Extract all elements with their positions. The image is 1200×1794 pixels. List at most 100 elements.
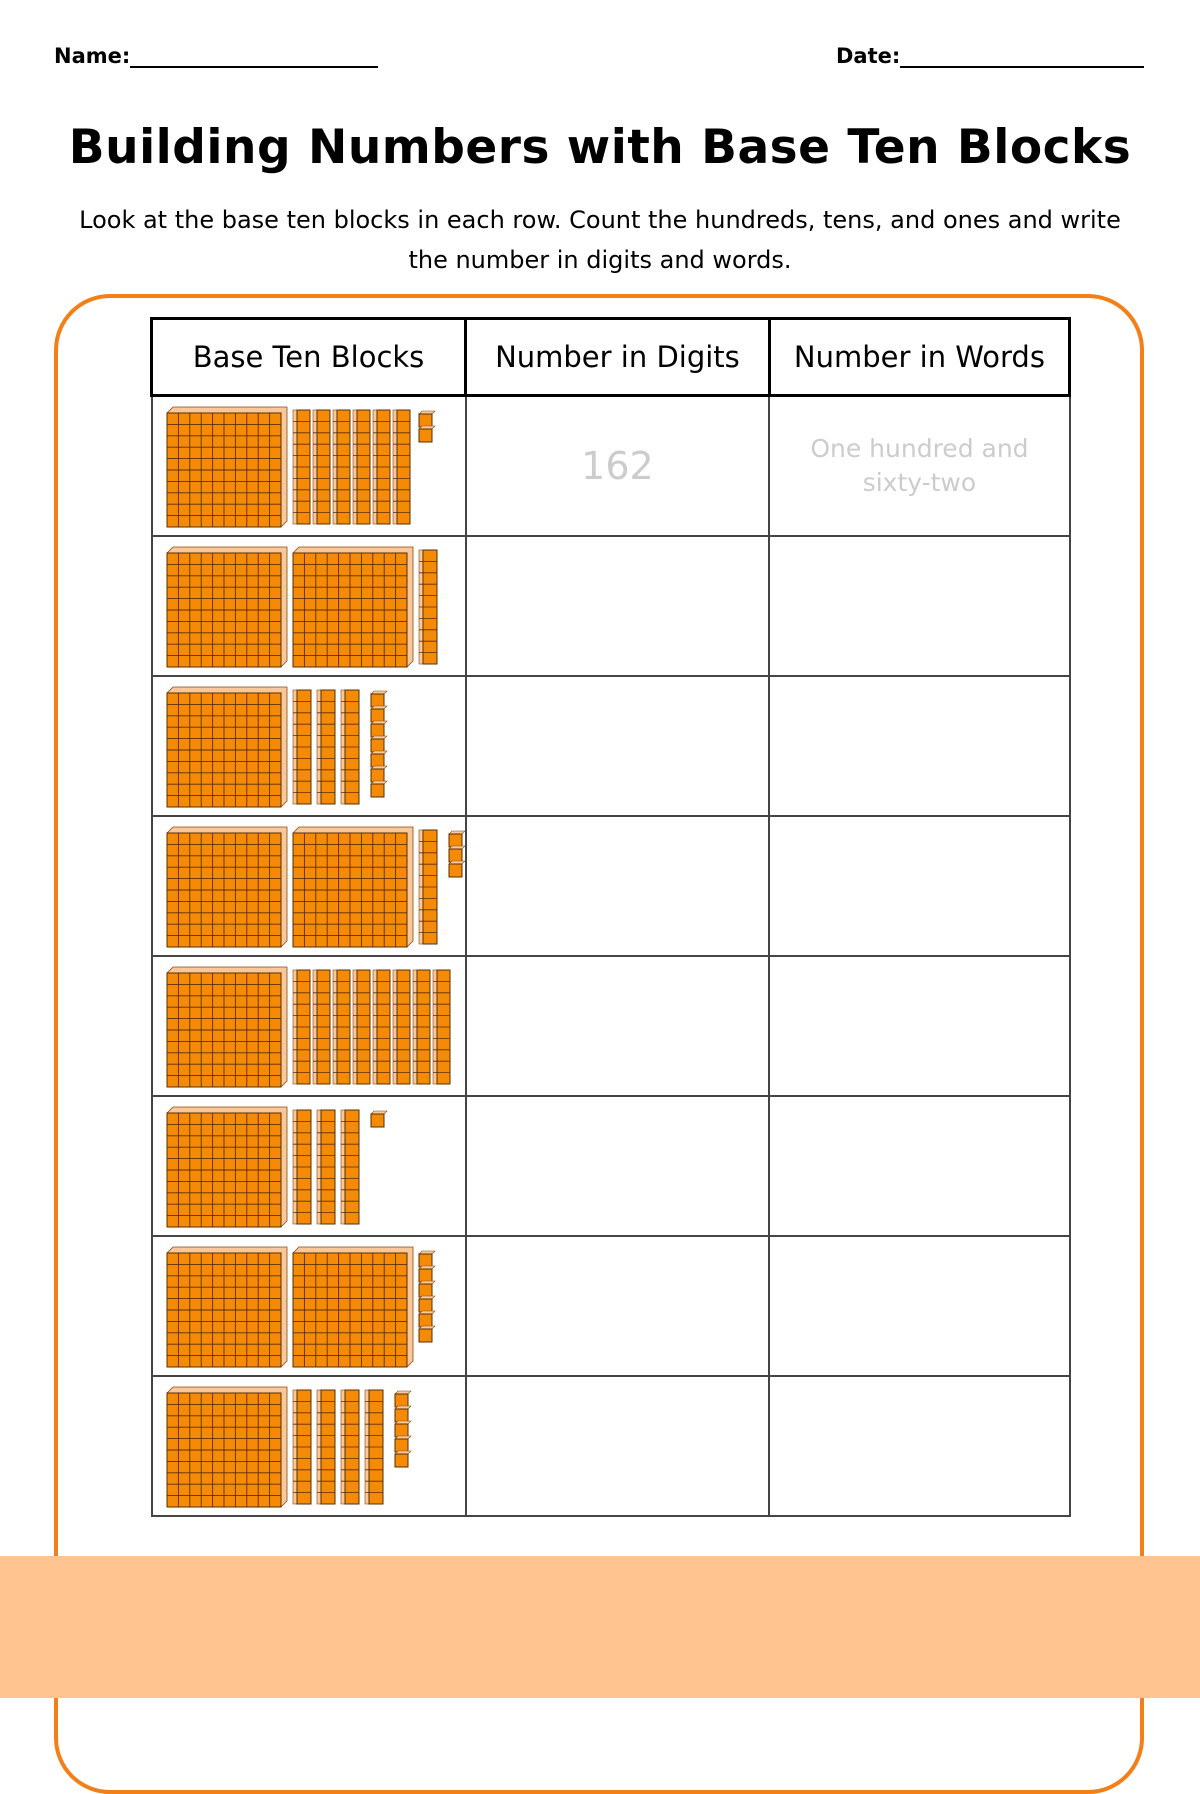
number-in-words-cell[interactable]: [768, 1095, 1071, 1237]
worksheet-table: Base Ten Blocks Number in Digits Number …: [150, 317, 1072, 1517]
number-in-words-cell[interactable]: [768, 675, 1071, 817]
name-label: Name:: [54, 44, 131, 68]
base-ten-blocks-drawing: [166, 966, 450, 1088]
table-row: [150, 1095, 1071, 1237]
number-in-digits-cell[interactable]: [464, 815, 771, 957]
one-cube: [447, 830, 466, 848]
one-cube: [369, 765, 388, 783]
one-cube: [369, 750, 388, 768]
ten-rod: [292, 689, 311, 805]
number-in-digits-cell[interactable]: [464, 1375, 771, 1517]
table-row: [150, 1235, 1071, 1377]
header-number-in-words: Number in Words: [767, 317, 1072, 397]
name-blank-line[interactable]: [130, 40, 379, 68]
worksheet-title: Building Numbers with Base Ten Blocks: [68, 120, 1132, 175]
base-ten-blocks-drawing: [166, 826, 466, 948]
table-row: [150, 535, 1071, 677]
one-cube: [393, 1450, 412, 1468]
one-cube: [447, 845, 466, 863]
ten-rod: [340, 1109, 359, 1225]
number-in-words-cell[interactable]: [768, 535, 1071, 677]
number-in-words-cell[interactable]: [768, 955, 1071, 1097]
number-in-words-cell[interactable]: [768, 1235, 1071, 1377]
one-cube: [417, 1250, 436, 1268]
number-in-words-cell[interactable]: [768, 815, 1071, 957]
hundred-flat: [166, 406, 287, 528]
ten-rod: [332, 409, 350, 525]
ten-rod: [412, 969, 430, 1085]
hundred-flat: [166, 1246, 287, 1368]
table-row: [150, 675, 1071, 817]
number-in-digits-cell[interactable]: [464, 535, 771, 677]
base-ten-blocks-drawing: [166, 1106, 388, 1228]
example-digits: 162: [581, 444, 654, 488]
hundred-flat: [166, 826, 287, 948]
base-ten-blocks-cell: [150, 1095, 467, 1237]
table-row: [150, 955, 1071, 1097]
header-base-ten-blocks: Base Ten Blocks: [150, 317, 467, 397]
ten-rod: [292, 1389, 311, 1505]
base-ten-blocks-cell: [150, 1235, 467, 1377]
base-ten-blocks-drawing: [166, 686, 388, 808]
date-field[interactable]: Date:: [836, 40, 1145, 68]
base-ten-blocks-cell: [150, 394, 467, 537]
one-cube: [417, 410, 436, 428]
ten-rod: [292, 969, 310, 1085]
one-cube: [417, 1295, 436, 1313]
header-number-in-digits: Number in Digits: [464, 317, 771, 397]
number-in-digits-cell[interactable]: 162: [464, 394, 771, 537]
date-blank-line[interactable]: [900, 40, 1145, 68]
ten-rod: [418, 829, 437, 945]
hundred-flat: [166, 1386, 287, 1508]
one-cube: [393, 1390, 412, 1408]
footer-band: [0, 1556, 1200, 1698]
ten-rod: [292, 1109, 311, 1225]
ten-rod: [312, 969, 330, 1085]
ten-rod: [316, 1389, 335, 1505]
base-ten-blocks-cell: [150, 815, 467, 957]
base-ten-blocks-cell: [150, 1375, 467, 1517]
number-in-digits-cell[interactable]: [464, 1095, 771, 1237]
number-in-digits-cell[interactable]: [464, 1235, 771, 1377]
one-cube: [369, 735, 388, 753]
number-in-digits-cell[interactable]: [464, 955, 771, 1097]
hundred-flat: [292, 1246, 413, 1368]
one-cube: [369, 705, 388, 723]
ten-rod: [364, 1389, 383, 1505]
one-cube: [417, 1310, 436, 1328]
ten-rod: [316, 1109, 335, 1225]
one-cube: [369, 1110, 388, 1128]
table-row: 162 One hundred and sixty-two: [150, 394, 1071, 537]
one-cube: [417, 1265, 436, 1283]
name-field[interactable]: Name:: [54, 40, 379, 68]
hundred-flat: [292, 826, 413, 948]
base-ten-blocks-cell: [150, 955, 467, 1097]
hundred-flat: [292, 546, 413, 668]
instructions: Look at the base ten blocks in each row.…: [79, 206, 1121, 274]
ten-rod: [340, 689, 359, 805]
hundred-flat: [166, 686, 287, 808]
ten-rod: [392, 969, 410, 1085]
one-cube: [417, 1325, 436, 1343]
one-cube: [393, 1405, 412, 1423]
base-ten-blocks-cell: [150, 535, 467, 677]
one-cube: [369, 780, 388, 798]
example-words: One hundred and sixty-two: [810, 434, 1029, 497]
table-row: [150, 1375, 1071, 1517]
number-in-words-cell[interactable]: [768, 1375, 1071, 1517]
hundred-flat: [166, 966, 287, 1088]
number-in-digits-cell[interactable]: [464, 675, 771, 817]
ten-rod: [392, 409, 410, 525]
ten-rod: [340, 1389, 359, 1505]
number-in-words-cell[interactable]: One hundred and sixty-two: [768, 394, 1071, 537]
base-ten-blocks-drawing: [166, 546, 437, 668]
ten-rod: [316, 689, 335, 805]
table-body: 162 One hundred and sixty-two: [150, 394, 1071, 1517]
ten-rod: [332, 969, 350, 1085]
ten-rod: [432, 969, 450, 1085]
ten-rod: [292, 409, 310, 525]
one-cube: [393, 1435, 412, 1453]
base-ten-blocks-cell: [150, 675, 467, 817]
one-cube: [369, 720, 388, 738]
one-cube: [417, 1280, 436, 1298]
